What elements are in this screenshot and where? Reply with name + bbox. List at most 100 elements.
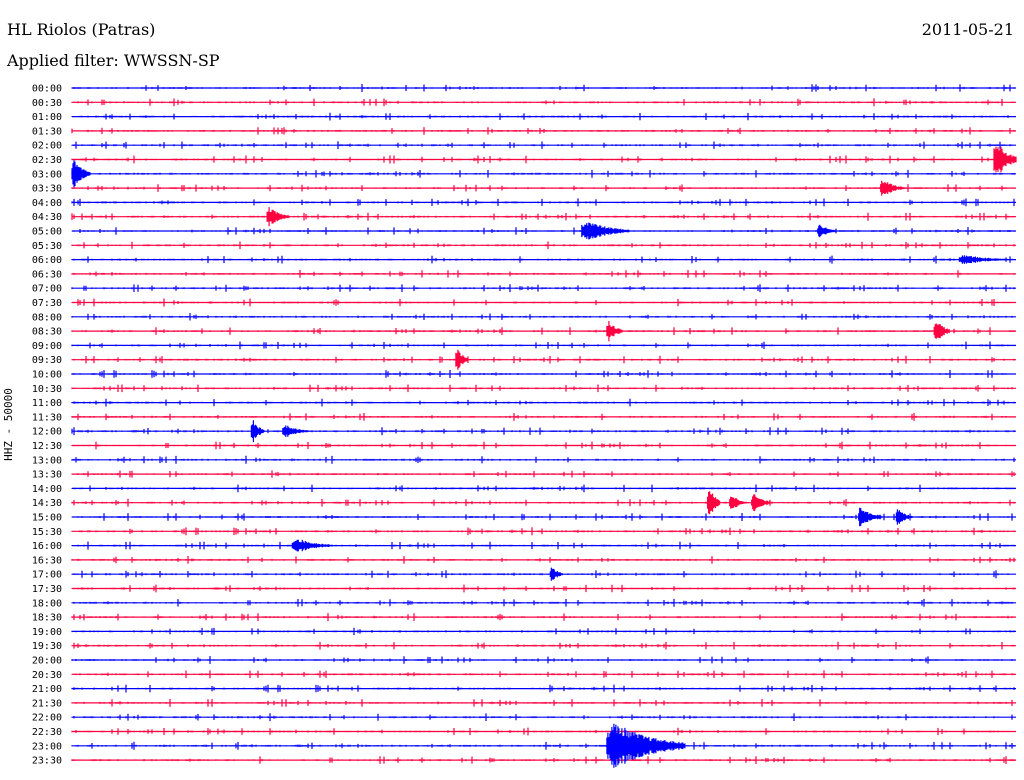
time-tick-label: 15:30 <box>32 527 62 538</box>
trace-row <box>71 498 1016 507</box>
trace-row <box>71 198 1016 207</box>
time-tick-label: 04:00 <box>32 198 62 209</box>
trace-row <box>71 470 1016 478</box>
date-label: 2011-05-21 <box>921 20 1014 39</box>
trace-row <box>71 756 1016 764</box>
time-tick-label: 23:30 <box>32 756 62 767</box>
trace-row <box>71 727 1016 736</box>
trace-row <box>71 241 1016 250</box>
trace-row <box>71 169 1016 178</box>
time-tick-label: 18:30 <box>32 613 62 624</box>
seismic-event-mark <box>817 224 837 238</box>
time-tick-label: 12:00 <box>32 427 62 438</box>
trace-row <box>71 255 1016 264</box>
trace-row <box>71 284 1016 293</box>
trace-row <box>71 298 1016 307</box>
trace-row <box>71 441 1016 450</box>
time-tick-label: 23:00 <box>32 741 62 752</box>
time-tick-label: 03:00 <box>32 169 62 180</box>
trace-row <box>71 656 1016 664</box>
time-tick-label: 19:30 <box>32 641 62 652</box>
trace-row <box>71 484 1016 493</box>
time-tick-label: 14:00 <box>32 484 62 495</box>
time-tick-label: 09:30 <box>32 355 62 366</box>
trace-row <box>71 84 1016 92</box>
time-tick-label: 16:00 <box>32 541 62 552</box>
trace-row <box>71 570 1016 579</box>
trace-row <box>71 270 1016 278</box>
time-tick-label: 22:30 <box>32 727 62 738</box>
trace-row <box>71 541 1016 550</box>
trace-row <box>71 370 1016 378</box>
time-tick-label: 13:30 <box>32 470 62 481</box>
trace-row <box>71 741 1016 750</box>
trace-row <box>71 412 1016 421</box>
trace-row <box>71 212 1016 221</box>
seismic-event-mark <box>707 491 721 515</box>
seismic-event-mark <box>455 349 469 370</box>
trace-row <box>71 641 1016 650</box>
time-tick-label: 17:30 <box>32 584 62 595</box>
time-tick-label: 16:30 <box>32 555 62 566</box>
trace-row <box>71 313 1016 321</box>
time-tick-label: 02:30 <box>32 155 62 166</box>
time-tick-label: 11:30 <box>32 412 62 423</box>
seismic-event-mark <box>993 146 1017 173</box>
time-tick-label: 10:00 <box>32 370 62 381</box>
trace-row <box>71 713 1016 722</box>
trace-row <box>71 384 1016 393</box>
time-tick-label: 09:00 <box>32 341 62 352</box>
time-tick-label: 05:30 <box>32 241 62 252</box>
seismic-event-mark <box>606 723 686 768</box>
seismic-event-mark <box>549 567 563 581</box>
time-tick-label: 12:30 <box>32 441 62 452</box>
trace-row <box>71 112 1016 121</box>
time-tick-label: 07:00 <box>32 284 62 295</box>
time-tick-label: 14:30 <box>32 498 62 509</box>
trace-row <box>71 455 1016 464</box>
time-tick-label: 05:00 <box>32 227 62 238</box>
seismic-event-mark <box>729 496 746 509</box>
time-tick-label: 06:30 <box>32 269 62 280</box>
time-tick-label: 01:30 <box>32 126 62 137</box>
trace-row <box>71 327 1016 335</box>
time-tick-label: 22:00 <box>32 713 62 724</box>
trace-row <box>71 398 1016 407</box>
trace-row <box>71 698 1016 707</box>
time-tick-label: 15:00 <box>32 513 62 524</box>
trace-row <box>71 155 1016 164</box>
time-tick-label: 07:30 <box>32 298 62 309</box>
time-tick-label: 13:00 <box>32 455 62 466</box>
seismic-event-mark <box>858 507 882 527</box>
time-tick-label: 02:00 <box>32 141 62 152</box>
trace-row <box>71 556 1016 564</box>
seismic-event-mark <box>606 321 623 342</box>
time-tick-label: 10:30 <box>32 384 62 395</box>
trace-row <box>71 584 1016 593</box>
trace-row <box>71 670 1016 679</box>
trace-row <box>71 141 1016 150</box>
time-tick-label: 11:00 <box>32 398 62 409</box>
trace-row <box>71 184 1016 192</box>
trace-row <box>71 527 1016 536</box>
trace-row <box>71 127 1016 135</box>
seismic-event-mark <box>282 425 309 437</box>
time-tick-label: 06:00 <box>32 255 62 266</box>
trace-row <box>71 427 1016 436</box>
filter-label: Applied filter: WWSSN-SP <box>7 51 220 70</box>
trace-row <box>71 355 1016 364</box>
time-tick-label: 01:00 <box>32 112 62 123</box>
time-tick-label: 04:30 <box>32 212 62 223</box>
trace-row <box>71 341 1016 350</box>
trace-row <box>71 627 1016 636</box>
seismic-event-mark <box>266 207 290 227</box>
seismic-event-mark <box>751 494 771 512</box>
trace-row <box>71 98 1016 107</box>
trace-row <box>71 613 1016 622</box>
time-tick-label: 21:30 <box>32 698 62 709</box>
time-tick-label: 20:30 <box>32 670 62 681</box>
time-tick-label: 17:00 <box>32 570 62 581</box>
time-tick-label: 00:00 <box>32 84 62 95</box>
time-tick-label: 19:00 <box>32 627 62 638</box>
